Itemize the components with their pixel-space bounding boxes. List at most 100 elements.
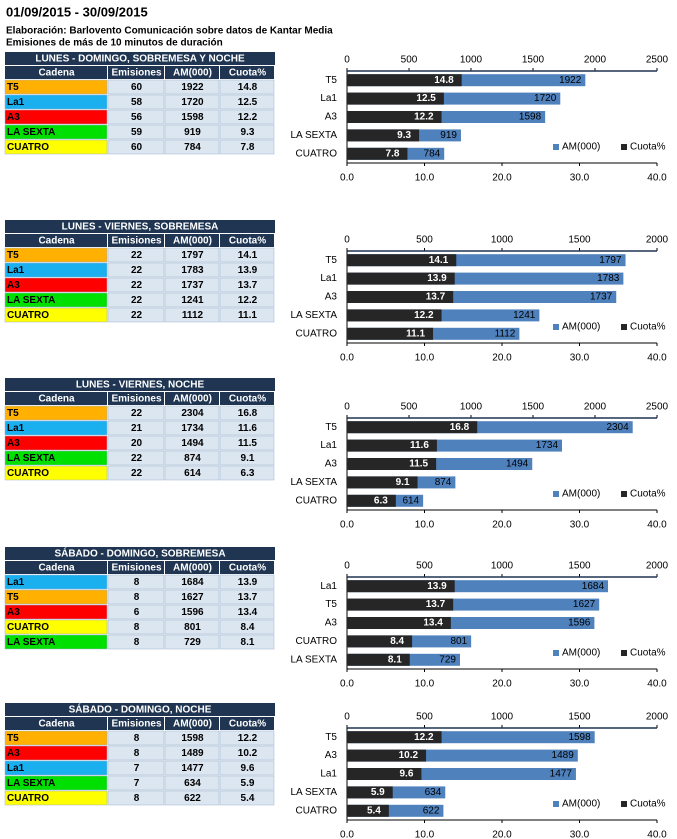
table-cell — [164, 262, 220, 278]
cell-text: 20 — [131, 438, 143, 449]
data-label: 14.8 — [434, 75, 454, 86]
cell-text: La1 — [7, 97, 25, 108]
table-cell — [107, 604, 165, 620]
table-cell — [4, 262, 108, 278]
x-tick-label: 10.0 — [415, 353, 435, 364]
header-text: Emisiones — [111, 719, 161, 730]
table-cell — [107, 405, 165, 421]
x2-tick-label: 0 — [344, 561, 350, 572]
x-tick-label: 30.0 — [570, 353, 590, 364]
table-title-bg — [5, 220, 275, 233]
data-label: 12.5 — [416, 93, 436, 104]
cell-text: 9.1 — [241, 453, 255, 464]
cell-text: 1112 — [182, 310, 204, 321]
cell-text: 22 — [131, 295, 143, 306]
table-cell — [219, 604, 275, 620]
header-cell — [108, 717, 164, 730]
cell-text: 729 — [184, 637, 201, 648]
x2-tick-label: 2500 — [646, 55, 669, 66]
header-cell — [108, 66, 164, 79]
cell-text: 784 — [184, 142, 201, 153]
legend-swatch — [553, 650, 559, 656]
bar — [347, 786, 393, 799]
table-cell — [4, 139, 108, 155]
table-cell — [4, 307, 108, 323]
bar — [347, 421, 478, 434]
cell-text: CUATRO — [7, 142, 49, 153]
x-tick-label: 0.0 — [340, 173, 354, 184]
x-tick-label: 30.0 — [570, 173, 590, 184]
table-cell — [164, 247, 220, 263]
note: Emisiones de más de 10 minutos de duraci… — [6, 38, 223, 49]
cell-text: 1477 — [181, 763, 204, 774]
x2-tick-label: 1000 — [491, 561, 514, 572]
table-cell — [164, 405, 220, 421]
legend-swatch — [553, 144, 559, 150]
category-label: La1 — [320, 93, 337, 104]
data-label: 1494 — [506, 459, 529, 470]
data-label: 9.1 — [396, 477, 410, 488]
cell-text: 1737 — [181, 280, 204, 291]
data-label: 1596 — [568, 618, 591, 629]
cell-text: 1489 — [181, 748, 204, 759]
cell-text: 13.7 — [238, 592, 258, 603]
table-title-bg — [5, 547, 275, 560]
header-text: Cuota% — [229, 563, 266, 574]
table-cell — [219, 465, 275, 481]
table-cell — [219, 109, 275, 125]
data-label: 1922 — [559, 75, 582, 86]
table-cell — [164, 124, 220, 140]
page-title: 01/09/2015 - 30/09/2015 — [6, 4, 148, 19]
category-label: LA SEXTA — [290, 477, 337, 488]
x2-tick-label: 2000 — [646, 235, 669, 246]
category-label: La1 — [320, 581, 337, 592]
x2-tick-label: 1000 — [460, 55, 483, 66]
cell-text: 58 — [131, 97, 143, 108]
header-text: AM(000) — [173, 719, 212, 730]
cell-text: A3 — [7, 748, 20, 759]
table-title: LUNES - VIERNES, NOCHE — [76, 380, 205, 391]
data-label: 1241 — [513, 310, 536, 321]
cell-text: A3 — [7, 438, 20, 449]
data-label: 16.8 — [450, 422, 470, 433]
cell-text: 1598 — [181, 733, 204, 744]
table-cell — [164, 94, 220, 110]
x2-tick-label: 500 — [416, 712, 433, 723]
header-text: Emisiones — [111, 563, 161, 574]
cell-text: 1922 — [181, 82, 204, 93]
table-cell — [107, 775, 165, 791]
table-cell — [107, 790, 165, 806]
category-label: A3 — [325, 750, 338, 761]
table-cell — [164, 634, 220, 650]
x2-tick-label: 1000 — [460, 402, 483, 413]
bar — [347, 635, 413, 648]
cell-text: 8 — [134, 748, 140, 759]
table-cell — [164, 79, 220, 95]
legend-swatch — [553, 491, 559, 497]
table-cell — [164, 109, 220, 125]
header-cell — [220, 717, 274, 730]
cell-text: La1 — [7, 763, 25, 774]
x-tick-label: 10.0 — [415, 830, 435, 839]
cell-text: LA SEXTA — [7, 637, 55, 648]
bar — [347, 494, 396, 507]
table-cell — [164, 420, 220, 436]
cell-text: 11.5 — [238, 438, 257, 449]
x-tick-label: 30.0 — [570, 679, 590, 690]
data-label: 1598 — [568, 732, 591, 743]
cell-text: 5.9 — [241, 778, 255, 789]
cell-text: 7.8 — [241, 142, 255, 153]
table-cell — [219, 247, 275, 263]
table-cell — [4, 634, 108, 650]
bar — [347, 749, 427, 762]
cell-text: 22 — [131, 468, 143, 479]
header-cell — [5, 717, 107, 730]
bar — [347, 291, 454, 303]
table-cell — [219, 450, 275, 466]
bar — [347, 731, 442, 744]
cell-text: T5 — [7, 408, 19, 419]
header-text: Cadena — [38, 236, 75, 247]
x-tick-label: 20.0 — [492, 830, 512, 839]
x2-tick-label: 1500 — [568, 712, 591, 723]
x2-tick-label: 1500 — [568, 235, 591, 246]
